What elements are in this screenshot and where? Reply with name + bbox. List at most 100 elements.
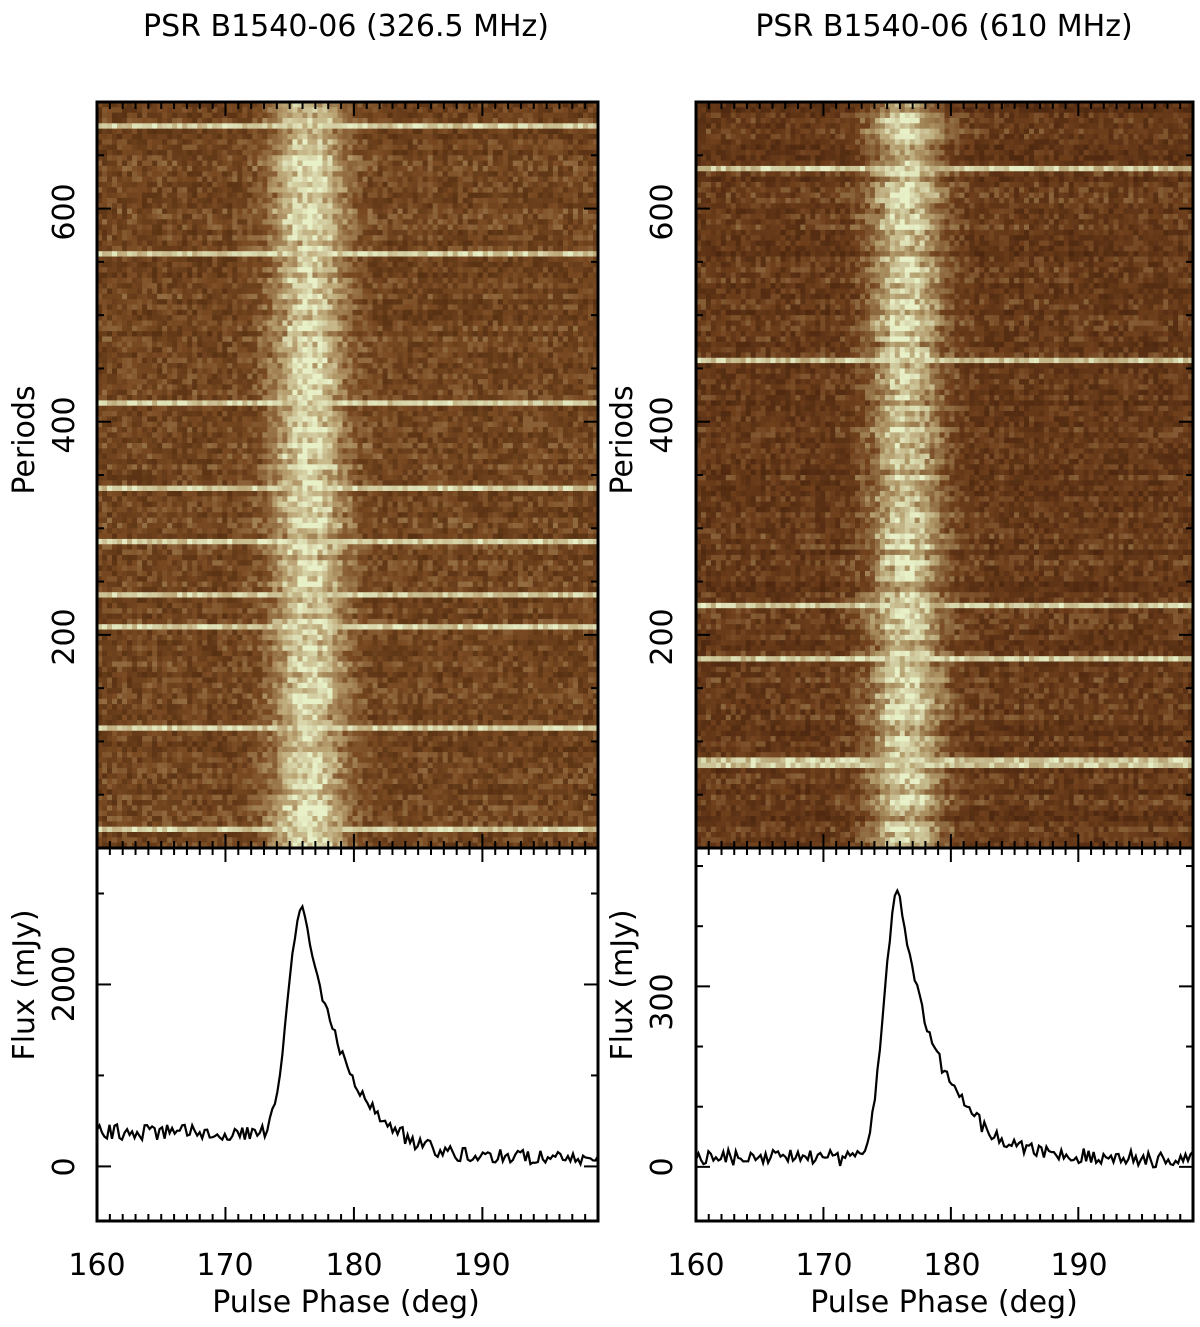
heatmap-cell [177,155,183,162]
heatmap-cell [152,304,158,311]
heatmap-cell [187,213,193,220]
heatmap-cell [112,363,118,370]
heatmap-cell [247,240,253,247]
heatmap-cell [197,155,203,162]
heatmap-cell [402,309,409,316]
heatmap-cell [532,325,539,332]
heatmap-cell [447,299,454,306]
heatmap-cell [242,112,248,119]
heatmap-cell [217,176,223,183]
heatmap-cell [592,325,598,332]
heatmap-cell [112,267,118,274]
heatmap-cell [567,325,574,332]
heatmap-cell [312,123,319,130]
heatmap-cell [432,320,439,327]
heatmap-cell [582,357,589,364]
heatmap-cell [542,256,549,263]
heatmap-cell [547,347,554,354]
heatmap-cell [342,352,349,359]
heatmap-cell [417,251,424,258]
heatmap-cell [337,315,344,322]
heatmap-cell [467,347,474,354]
heatmap-cell [157,107,163,114]
heatmap-cell [507,133,514,140]
heatmap-cell [282,288,288,295]
heatmap-cell [562,245,569,252]
heatmap-cell [267,283,273,290]
heatmap-cell [277,277,283,284]
heatmap-cell [167,102,173,108]
heatmap-cell [97,325,103,332]
heatmap-cell [442,347,449,354]
heatmap-cell [142,293,148,300]
heatmap-cell [207,325,213,332]
heatmap-cell [442,123,449,130]
heatmap-cell [532,352,539,359]
heatmap-cell [192,245,198,252]
heatmap-cell [297,251,304,258]
heatmap-cell [497,133,504,140]
heatmap-cell [207,240,213,247]
heatmap-cell [572,357,579,364]
heatmap-cell [217,309,223,316]
heatmap-cell [487,144,494,151]
heatmap-cell [267,235,273,242]
heatmap-cell [452,256,459,263]
heatmap-cell [282,235,288,242]
heatmap-cell [107,208,113,215]
heatmap-cell [397,267,404,274]
heatmap-cell [267,272,273,279]
heatmap-cell [162,309,168,316]
heatmap-cell [302,133,309,140]
heatmap-cell [212,133,218,140]
heatmap-cell [452,363,459,370]
heatmap-cell [532,309,539,316]
heatmap-cell [117,235,123,242]
heatmap-cell [227,123,233,130]
heatmap-cell [272,229,278,236]
heatmap-cell [357,325,364,332]
heatmap-cell [277,251,283,258]
heatmap-cell [507,251,514,258]
heatmap-cell [482,128,489,135]
heatmap-cell [547,363,554,370]
heatmap-cell [187,272,193,279]
heatmap-cell [262,347,268,354]
heatmap-cell [487,235,494,242]
heatmap-cell [492,203,499,210]
heatmap-cell [467,181,474,188]
heatmap-cell [567,107,574,114]
heatmap-cell [477,341,484,348]
heatmap-cell [102,341,108,348]
heatmap-cell [532,176,539,183]
heatmap-cell [447,256,454,263]
heatmap-cell [202,251,208,258]
heatmap-cell [342,336,349,343]
heatmap-cell [232,299,238,306]
heatmap-cell [527,171,534,178]
heatmap-cell [462,277,469,284]
heatmap-cell [552,331,559,338]
heatmap-cell [107,277,113,284]
heatmap-cell [112,139,118,146]
heatmap-cell [242,293,248,300]
heatmap-cell [587,304,594,311]
heatmap-cell [202,139,208,146]
heatmap-cell [407,245,414,252]
heatmap-cell [252,256,258,263]
heatmap-cell [112,187,118,194]
heatmap-cell [232,251,238,258]
heatmap-cell [182,107,188,114]
heatmap-cell [582,277,589,284]
heatmap-cell [167,208,173,215]
heatmap-cell [362,352,369,359]
heatmap-cell [107,288,113,295]
heatmap-cell [472,235,479,242]
heatmap-cell [282,213,288,220]
heatmap-cell [382,347,389,354]
heatmap-cell [102,165,108,172]
heatmap-cell [237,139,243,146]
heatmap-cell [207,176,213,183]
heatmap-cell [372,192,379,199]
heatmap-cell [237,363,243,370]
